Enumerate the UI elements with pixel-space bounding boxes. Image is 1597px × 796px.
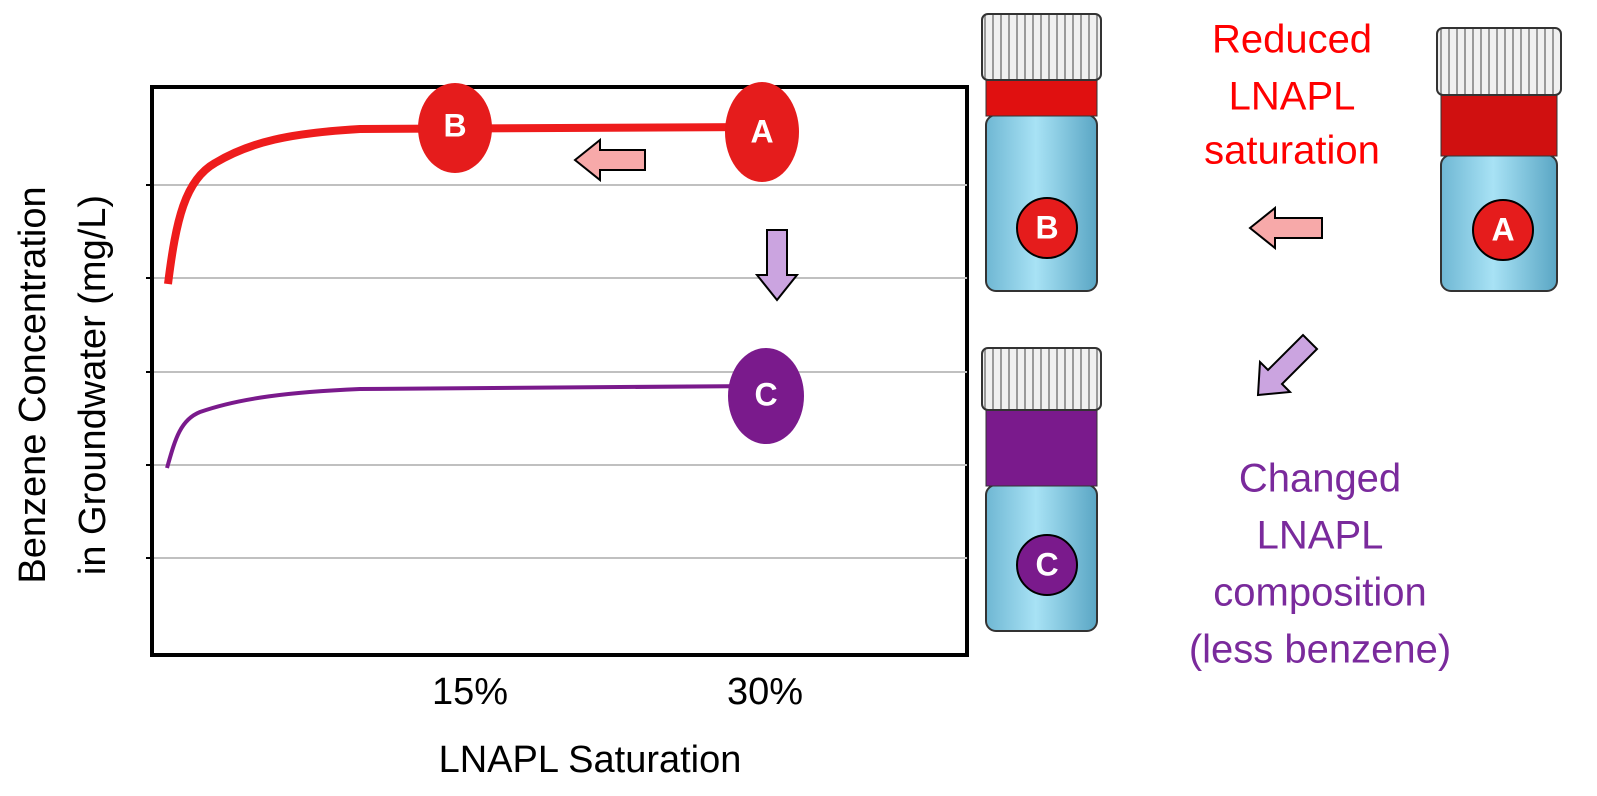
vial-label: A	[1491, 211, 1514, 247]
vial: A	[1437, 28, 1561, 291]
annotation: Changed	[1239, 457, 1401, 501]
x-axis-title: LNAPL Saturation	[439, 739, 742, 781]
y-axis-title: Benzene Concentration	[12, 186, 54, 583]
annotation: (less benzene)	[1189, 628, 1451, 672]
y-axis-title: in Groundwater (mg/L)	[72, 195, 114, 575]
vial-label: C	[1035, 546, 1058, 582]
annotation: LNAPL	[1229, 75, 1356, 119]
x-tick-label: 15%	[432, 671, 508, 713]
annotation: LNAPL	[1257, 514, 1384, 558]
vial: B	[982, 14, 1101, 291]
x-tick-label: 30%	[727, 671, 803, 713]
vial-label: B	[1035, 209, 1058, 245]
vial: C	[982, 348, 1101, 631]
annotation: composition	[1213, 571, 1426, 615]
point-label: C	[754, 376, 777, 412]
arrow	[1250, 208, 1322, 248]
annotation: saturation	[1204, 129, 1380, 173]
point-label: A	[750, 113, 773, 149]
plot: B A C	[146, 82, 967, 655]
page: B A C 15% 30% LNAPL Saturation Benzene C…	[0, 0, 1597, 796]
point-label: B	[443, 107, 466, 143]
arrow	[1258, 335, 1317, 395]
annotation: Reduced	[1212, 18, 1372, 62]
